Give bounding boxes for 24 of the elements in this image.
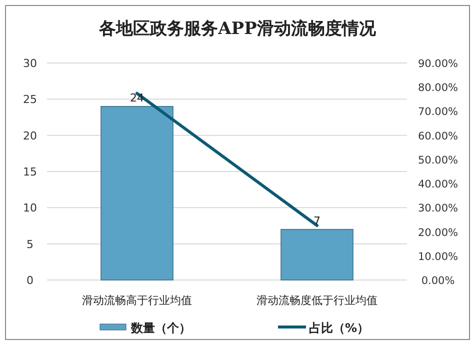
y-tick-label: 15	[23, 166, 37, 178]
y-tick-label: 5	[26, 238, 34, 251]
y2-tick-label: 20.00%	[418, 226, 458, 239]
y2-tick-label: 40.00%	[418, 178, 458, 191]
y2-tick-label: 80.00%	[418, 82, 458, 94]
legend-label: 占比（%）	[309, 321, 370, 335]
y-tick-label: 25	[23, 93, 37, 106]
x-tick-label: 滑动流畅度低于行业均值	[256, 294, 378, 307]
legend-label: 数量（个）	[130, 321, 191, 335]
y2-tick-label: 30.00%	[418, 202, 458, 215]
y2-tick-label: 10.00%	[418, 250, 458, 263]
y-tick-label: 0	[26, 274, 34, 287]
y2-tick-label: 50.00%	[418, 154, 458, 166]
x-tick-label: 滑动流畅高于行业均值	[82, 294, 192, 307]
y-tick-label: 30	[23, 57, 37, 70]
y-tick-label: 20	[23, 129, 37, 142]
data-label: 7	[314, 214, 320, 228]
chart-title: 各地区政务服务APP滑动流畅度情况	[98, 19, 377, 39]
y2-tick-label: 70.00%	[418, 106, 458, 118]
y2-tick-label: 60.00%	[418, 130, 458, 142]
y2-tick-label: 0.00%	[421, 275, 455, 287]
y2-tick-label: 90.00%	[418, 58, 458, 70]
y-tick-label: 10	[23, 202, 37, 215]
data-label: 24	[130, 91, 144, 104]
